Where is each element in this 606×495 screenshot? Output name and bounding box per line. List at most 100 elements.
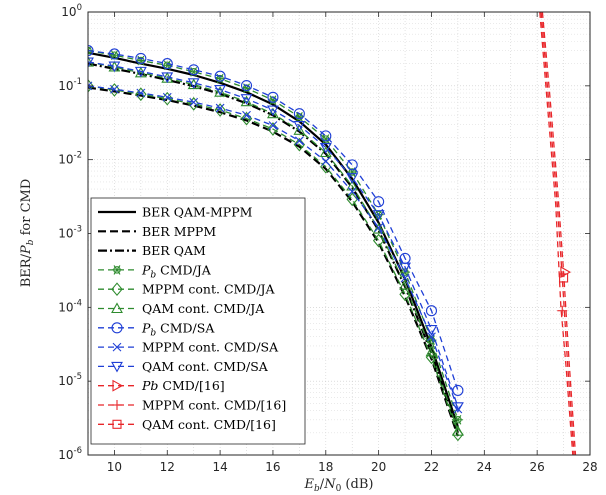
x-tick-label: 12	[160, 460, 175, 474]
data-point	[346, 159, 358, 171]
series-line	[88, 85, 459, 410]
x-tick-label: 18	[318, 460, 333, 474]
data-point	[189, 97, 199, 107]
data-point	[374, 223, 384, 233]
data-point	[215, 73, 226, 84]
data-point	[346, 179, 359, 191]
legend-entry: QAM cont. CMD/SA	[98, 359, 269, 374]
data-point	[161, 91, 173, 106]
data-point	[425, 345, 438, 357]
data-point	[135, 52, 147, 64]
series-line	[88, 85, 459, 435]
legend-label: Pb CMD/[16]	[141, 378, 225, 393]
legend-label: MPPM cont. CMD/JA	[142, 282, 276, 297]
data-point	[267, 105, 279, 117]
data-point	[267, 91, 279, 103]
legend-label: MPPM cont. CMD/[16]	[142, 398, 286, 413]
legend-label: MPPM cont. CMD/SA	[142, 340, 279, 355]
legend-entry: BER QAM	[98, 243, 206, 258]
x-tick-label: 24	[477, 460, 492, 474]
series-line	[88, 86, 459, 437]
data-point	[135, 87, 147, 102]
legend-marker	[112, 400, 122, 410]
data-point	[187, 78, 200, 89]
legend-marker	[111, 322, 123, 334]
y-tick-label: 10-3	[58, 225, 82, 241]
legend-label: QAM cont. CMD/[16]	[142, 417, 276, 432]
data-point	[136, 88, 146, 98]
data-point	[293, 120, 306, 132]
data-point	[293, 108, 305, 120]
legend-label: QAM cont. CMD/SA	[142, 359, 269, 374]
legend-entry: MPPM cont. CMD/[16]	[98, 398, 286, 413]
data-point	[319, 146, 332, 158]
data-point	[110, 84, 119, 94]
series-10	[539, 12, 574, 455]
data-point	[320, 130, 332, 142]
data-point	[319, 142, 332, 154]
data-point	[242, 110, 251, 120]
data-point	[240, 95, 253, 107]
x-tick-label: 20	[371, 460, 386, 474]
series-line	[539, 12, 574, 455]
legend-entry: Pb CMD/[16]	[98, 378, 225, 393]
legend-box	[90, 197, 306, 445]
x-tick-label: 26	[530, 460, 545, 474]
data-point	[88, 81, 93, 91]
y-tick-label: 10-1	[58, 77, 82, 93]
y-tick-label: 100	[61, 3, 82, 19]
legend-entry: QAM cont. CMD/[16]	[98, 417, 276, 432]
data-point	[240, 79, 253, 92]
data-point	[214, 86, 227, 97]
data-point	[321, 156, 331, 166]
legend-entry: BER QAM-MPPM	[98, 205, 253, 220]
legend-label: BER MPPM	[142, 224, 216, 239]
y-tick-label: 10-4	[58, 298, 82, 314]
series-8	[88, 57, 464, 413]
data-point	[347, 187, 357, 196]
data-point	[267, 107, 279, 119]
data-point	[268, 121, 278, 130]
data-point	[425, 305, 438, 317]
data-point	[373, 196, 385, 208]
data-point	[399, 262, 411, 274]
x-axis-title: Eb/N0 (dB)	[304, 477, 374, 494]
data-point	[427, 332, 436, 342]
legend-label: QAM cont. CMD/JA	[142, 301, 265, 316]
data-point	[162, 92, 172, 102]
data-point	[346, 173, 359, 184]
series-1	[88, 86, 459, 437]
series-9	[541, 12, 577, 455]
series-line	[541, 12, 577, 455]
legend-entry: Pb CMD/JA	[98, 262, 212, 280]
data-point	[108, 61, 121, 73]
data-point	[559, 273, 569, 283]
legend-entry: BER MPPM	[98, 224, 216, 239]
y-axis-title: BER/Pb for CMD	[19, 179, 36, 288]
x-tick-label: 28	[582, 460, 597, 474]
data-point	[372, 222, 385, 234]
data-point	[425, 325, 438, 336]
y-tick-label: 10-6	[58, 446, 82, 462]
plot-area	[88, 12, 577, 455]
legend-marker	[111, 361, 123, 373]
y-tick-label: 10-5	[58, 372, 82, 388]
data-point	[215, 103, 225, 113]
legend-entry: MPPM cont. CMD/JA	[98, 282, 276, 297]
legend-marker	[112, 419, 122, 429]
data-point	[214, 103, 226, 117]
legend-label: BER QAM-MPPM	[142, 205, 253, 220]
data-point	[88, 78, 94, 93]
legend-entry: MPPM cont. CMD/SA	[98, 340, 279, 355]
series-line	[88, 61, 459, 408]
legend-marker	[111, 302, 123, 314]
data-point	[294, 136, 304, 146]
data-point	[557, 305, 568, 316]
data-point	[88, 45, 94, 57]
series-line	[88, 49, 459, 391]
data-point	[372, 233, 385, 248]
x-tick-label: 16	[265, 460, 280, 474]
legend-marker	[112, 342, 122, 352]
data-point	[240, 94, 253, 105]
